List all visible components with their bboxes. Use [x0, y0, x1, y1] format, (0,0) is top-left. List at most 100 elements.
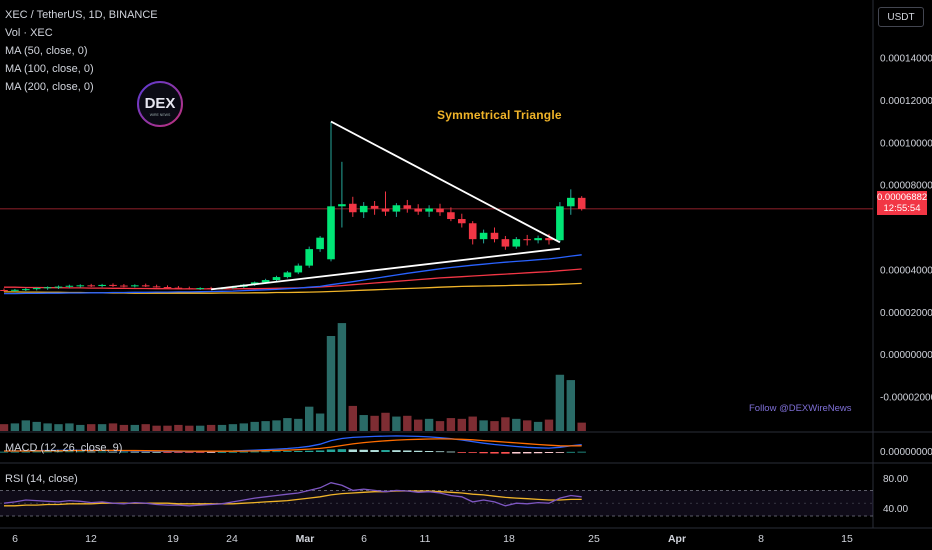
watermark-text: Follow @DEXWireNews [749, 403, 852, 414]
symbol-title[interactable]: XEC / TetherUS, 1D, BINANCE [5, 9, 158, 21]
macd-histogram-bar [43, 451, 52, 453]
time-axis-label: Apr [668, 533, 686, 545]
macd-histogram-bar [533, 452, 543, 454]
volume-bar [174, 424, 183, 431]
volume-bar [468, 416, 477, 431]
macd-histogram-bar [414, 450, 423, 452]
volume-bar [381, 412, 390, 431]
volume-bar [261, 421, 270, 431]
volume-bar [152, 425, 161, 431]
macd-histogram-bar [217, 452, 227, 453]
volume-bar [305, 406, 314, 431]
macd-histogram-bar [370, 450, 379, 452]
volume-bar [163, 425, 172, 431]
volume-legend[interactable]: Vol · XEC [5, 27, 53, 39]
currency-button[interactable]: USDT [878, 7, 924, 27]
time-axis-label: Mar [296, 533, 315, 545]
macd-histogram-bar [152, 451, 161, 453]
candle-body [272, 277, 281, 281]
time-axis-label: 15 [841, 533, 853, 545]
candle-body [534, 238, 542, 241]
time-axis-label: 6 [361, 533, 367, 545]
candle-body [54, 286, 63, 288]
dex-logo: DEX WIRE NEWS [136, 75, 184, 133]
macd-histogram-bar [392, 450, 401, 452]
candle-body [11, 289, 19, 291]
volume-bar [414, 419, 423, 431]
pattern-annotation: Symmetrical Triangle [437, 108, 562, 122]
ma100-legend[interactable]: MA (100, close, 0) [5, 63, 94, 75]
candle-body [567, 197, 575, 207]
logo-subtext: WIRE NEWS [150, 113, 171, 117]
volume-bar [348, 405, 357, 431]
volume-bar [501, 417, 510, 431]
candle-body [392, 205, 401, 212]
macd-histogram-bar [381, 450, 390, 452]
candle-body [22, 289, 30, 291]
time-axis-label: 25 [588, 533, 600, 545]
price-axis-label: 0.00002000 [880, 308, 932, 319]
macd-histogram-bar [87, 451, 96, 453]
candle-body [403, 205, 412, 209]
rsi-ma-line [4, 490, 582, 507]
macd-histogram-bar [283, 451, 292, 452]
macd-histogram-bar [326, 449, 336, 452]
volume-bar [43, 423, 52, 431]
candle-body [185, 288, 194, 290]
candle-body [359, 205, 368, 213]
rsi-axis-label: 80.00 [883, 474, 908, 485]
ma50-legend[interactable]: MA (50, close, 0) [5, 45, 88, 57]
bar-countdown: 12:55:54 [883, 203, 921, 214]
volume-bar [54, 424, 63, 431]
candle-body [120, 285, 128, 287]
time-axis-label: 11 [420, 533, 431, 545]
volume-bar [294, 418, 303, 431]
candle-body [381, 208, 390, 212]
macd-axis-label: 0.00000000 [880, 447, 932, 458]
macd-histogram-bar [21, 451, 30, 453]
price-axis-label: 0.00004000 [880, 265, 932, 276]
candle-body [512, 239, 521, 247]
candle-body [131, 285, 139, 287]
volume-bar [97, 424, 107, 431]
price-axis-label: 0.00010000 [880, 138, 932, 149]
volume-bar [457, 418, 466, 431]
macd-histogram-bar [130, 451, 139, 453]
macd-histogram-bar [490, 452, 499, 454]
macd-histogram-bar [119, 451, 129, 453]
volume-bar [32, 421, 41, 431]
macd-histogram-bar [108, 451, 118, 453]
macd-histogram-bar [228, 451, 238, 453]
macd-histogram-bar [337, 449, 347, 452]
macd-histogram-bar [403, 450, 412, 452]
rsi-label[interactable]: RSI (14, close) [5, 473, 78, 485]
volume-bar [326, 336, 336, 431]
macd-histogram-bar [512, 452, 521, 454]
rsi-axis-label: 40.00 [883, 504, 908, 515]
macd-label[interactable]: MACD (12, 26, close, 9) [5, 442, 123, 454]
candle-body [261, 280, 270, 283]
macd-histogram-bar [468, 452, 477, 453]
macd-histogram-bar [272, 451, 281, 453]
volume-bar [87, 424, 96, 431]
macd-histogram-bar [523, 452, 532, 454]
macd-histogram-bar [479, 452, 488, 454]
volume-bar [65, 423, 74, 431]
volume-bar [359, 415, 368, 431]
candle-body [468, 223, 477, 240]
volume-bar [566, 380, 575, 431]
volume-bar [196, 425, 205, 431]
time-axis-label: 24 [226, 533, 238, 545]
volume-bar [141, 424, 150, 431]
candle-body [65, 285, 74, 287]
macd-histogram-bar [54, 451, 63, 453]
candle-body [327, 206, 335, 260]
macd-histogram-bar [261, 451, 270, 453]
ma200-legend[interactable]: MA (200, close, 0) [5, 81, 94, 93]
volume-bar [370, 415, 379, 431]
macd-histogram-bar [294, 451, 303, 452]
macd-histogram-bar [315, 450, 325, 452]
volume-bar [272, 420, 281, 431]
volume-bar [435, 421, 445, 431]
